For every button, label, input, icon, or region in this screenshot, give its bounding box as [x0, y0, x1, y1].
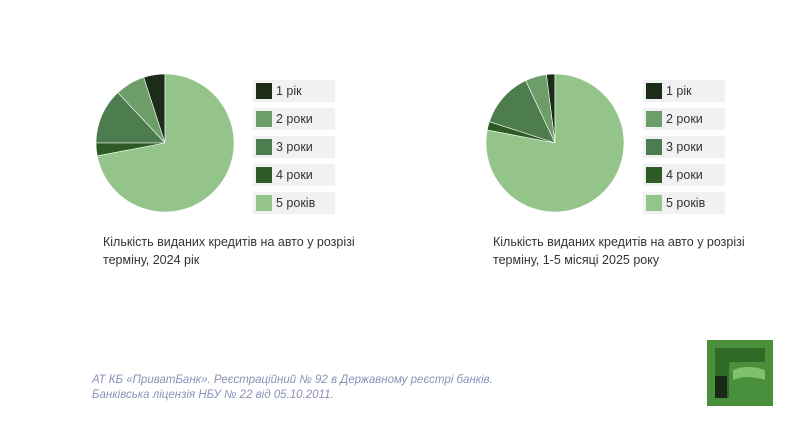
legend-2025: 1 рік 2 роки 3 роки 4 роки 5 років	[643, 80, 725, 220]
legend-swatch	[646, 195, 662, 211]
legend-swatch	[646, 111, 662, 127]
legend-swatch	[256, 83, 272, 99]
legend-label: 2 роки	[276, 112, 313, 126]
legend-label: 5 років	[666, 196, 706, 210]
legend-swatch	[646, 83, 662, 99]
legend-item: 5 років	[643, 192, 725, 214]
legend-swatch	[256, 195, 272, 211]
legend-item: 4 роки	[253, 164, 335, 186]
legend-item: 5 років	[253, 192, 335, 214]
chart-2025: 1 рік 2 роки 3 роки 4 роки 5 років Кількість…	[480, 68, 780, 268]
chart-caption-2024: Кількість виданих кредитів на авто у роз…	[103, 235, 355, 267]
legend-item: 2 роки	[253, 108, 335, 130]
pie-slice-5	[96, 73, 235, 213]
legend-item: 1 рік	[643, 80, 725, 102]
legend-swatch	[256, 139, 272, 155]
legend-swatch	[256, 167, 272, 183]
legend-swatch	[646, 139, 662, 155]
legend-swatch	[256, 111, 272, 127]
legend-label: 4 роки	[276, 168, 313, 182]
legend-2024: 1 рік 2 роки 3 роки 4 роки 5 років	[253, 80, 335, 220]
legend-item: 3 роки	[253, 136, 335, 158]
pie-slice-5	[485, 73, 625, 213]
legend-label: 3 роки	[276, 140, 313, 154]
logo-mark	[715, 348, 765, 398]
footer-legal-text: АТ КБ «ПриватБанк». Реєстраційний № 92 в…	[92, 373, 493, 403]
legend-swatch	[646, 167, 662, 183]
footer-line-2: Банківська ліцензія НБУ № 22 від 05.10.2…	[92, 389, 334, 401]
legend-label: 1 рік	[276, 84, 302, 98]
pie-chart-2025	[485, 73, 625, 213]
legend-label: 3 роки	[666, 140, 703, 154]
legend-item: 4 роки	[643, 164, 725, 186]
legend-item: 3 роки	[643, 136, 725, 158]
privatbank-logo-icon	[707, 340, 773, 406]
footer-line-1: АТ КБ «ПриватБанк». Реєстраційний № 92 в…	[92, 374, 493, 386]
pie-slice-3	[489, 80, 556, 144]
pie-chart-2024	[95, 73, 235, 213]
logo-dark-square	[715, 376, 727, 398]
legend-label: 2 роки	[666, 112, 703, 126]
logo-stripe	[733, 367, 765, 380]
legend-item: 2 роки	[643, 108, 725, 130]
chart-2024: 1 рік 2 роки 3 роки 4 роки 5 років Кількість…	[90, 68, 390, 268]
pie-slice-3	[95, 92, 166, 144]
legend-item: 1 рік	[253, 80, 335, 102]
legend-label: 4 роки	[666, 168, 703, 182]
legend-label: 5 років	[276, 196, 316, 210]
legend-label: 1 рік	[666, 84, 692, 98]
chart-caption-2025: Кількість виданих кредитів на авто у роз…	[493, 235, 745, 267]
